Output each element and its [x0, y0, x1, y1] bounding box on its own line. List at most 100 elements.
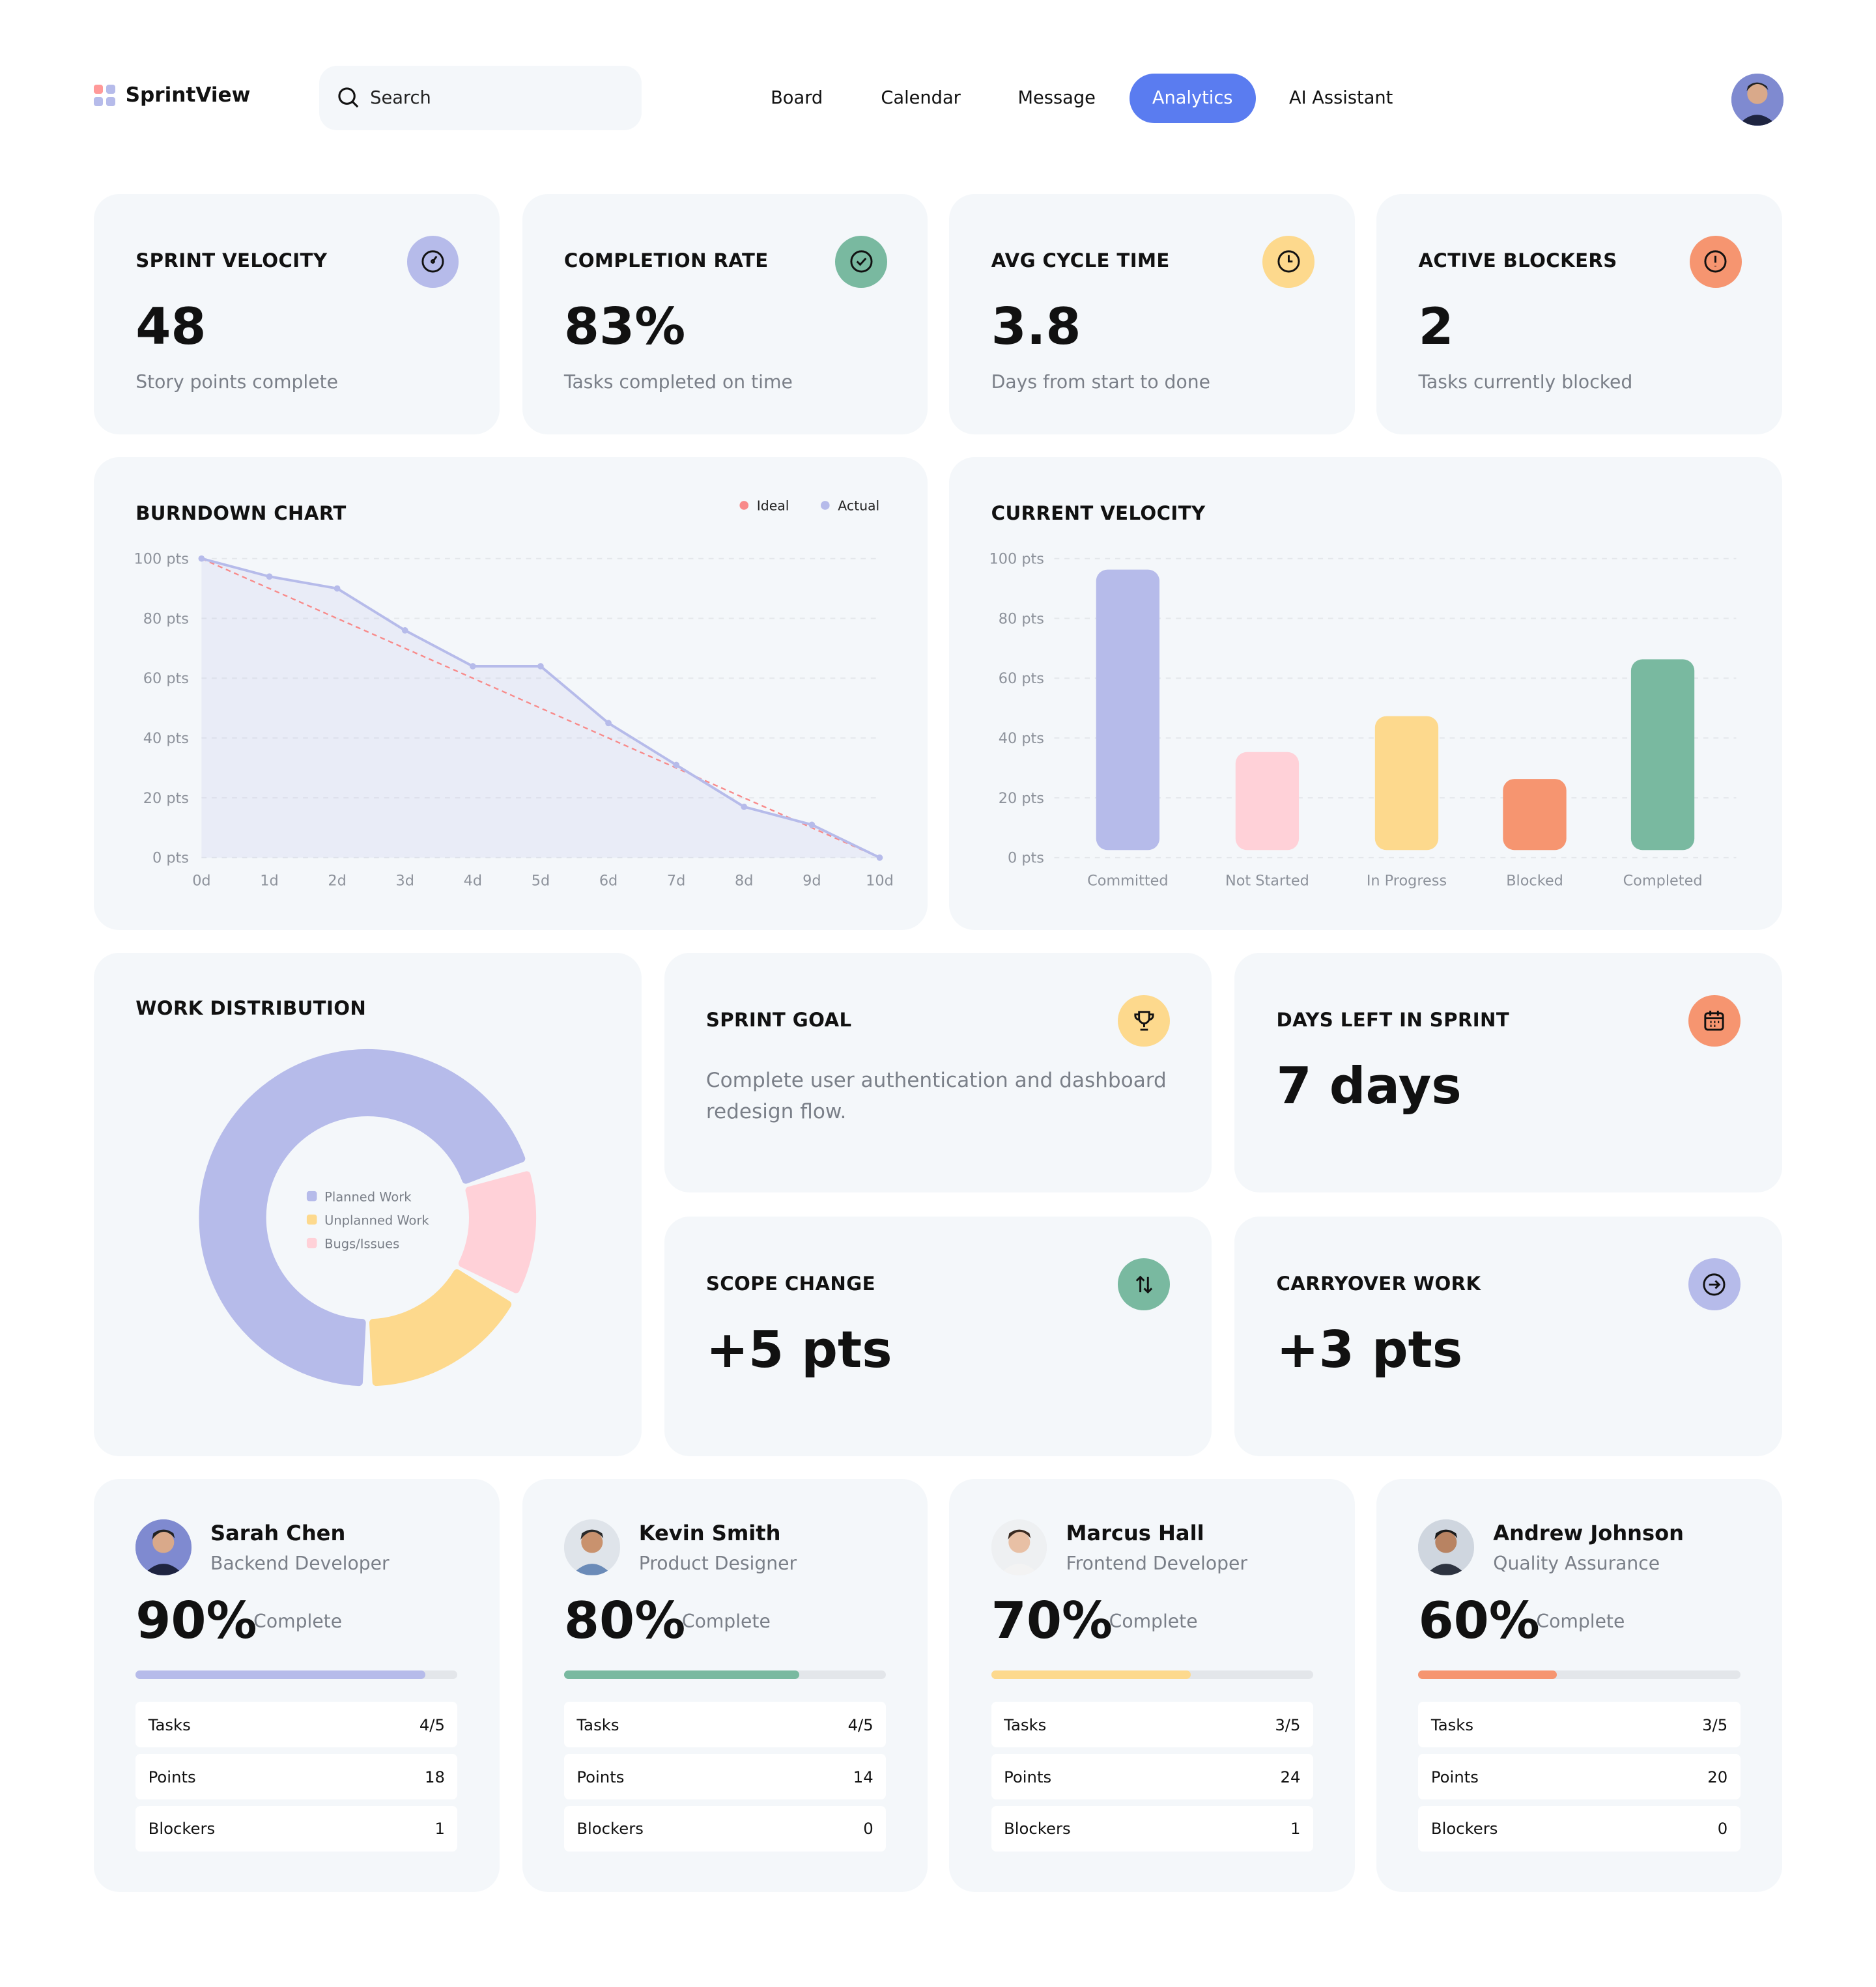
legend-swatch [306, 1215, 317, 1225]
member-stat-label: Tasks [576, 1715, 619, 1734]
bar-not-started [1236, 752, 1300, 851]
actual-point [469, 663, 476, 670]
member-percent: 70% [991, 1592, 1113, 1651]
carryover-title: CARRYOVER WORK [1276, 1272, 1481, 1295]
actual-point [673, 762, 679, 768]
member-progress-bar [1418, 1670, 1741, 1680]
x-tick-label: 8d [735, 873, 753, 890]
x-tick-label: 2d [328, 873, 346, 890]
stat-subtitle: Days from start to done [991, 371, 1210, 393]
search-placeholder: Search [370, 88, 431, 109]
x-tick-label: Not Started [1225, 873, 1309, 890]
stat-card: COMPLETION RATE 83% Tasks completed on t… [522, 193, 928, 435]
member-stat-label: Points [576, 1767, 625, 1786]
y-tick-label: 0 pts [1008, 850, 1044, 867]
member-stat-label: Points [148, 1767, 196, 1786]
days-left-value: 7 days [1276, 1056, 1462, 1116]
work-distribution-donut: Planned Work Unplanned Work Bugs/Issues [199, 1049, 537, 1387]
member-stat-value: 3/5 [1702, 1715, 1728, 1734]
member-stat-row: Blockers 1 [991, 1805, 1313, 1852]
y-tick-label: 60 pts [143, 671, 189, 688]
member-complete-label: Complete [253, 1611, 343, 1633]
member-stat-label: Blockers [576, 1819, 644, 1839]
logo[interactable]: SprintView [93, 83, 250, 107]
burndown-chart-card: BURNDOWN CHART 0 pts 20 pts 40 pts 60 pts 80… [93, 457, 928, 931]
check-circle-icon [835, 235, 888, 288]
member-stat-value: 24 [1280, 1767, 1301, 1786]
member-avatar [563, 1519, 620, 1575]
member-complete-label: Complete [1109, 1611, 1198, 1633]
x-tick-label: 9d [803, 873, 821, 890]
stat-title: ACTIVE BLOCKERS [1418, 249, 1617, 272]
nav-ai-assistant[interactable]: AI Assistant [1288, 87, 1393, 108]
user-avatar[interactable] [1731, 73, 1784, 126]
arrows-up-down-icon [1118, 1258, 1171, 1311]
member-stat-label: Blockers [148, 1819, 216, 1839]
member-stat-value: 4/5 [847, 1715, 874, 1734]
member-stat-value: 14 [853, 1767, 874, 1786]
x-tick-label: 6d [599, 873, 618, 890]
carryover-card: CARRYOVER WORK +3 pts [1234, 1217, 1782, 1456]
y-tick-label: 80 pts [999, 611, 1044, 628]
member-progress-bar [135, 1670, 458, 1680]
calendar-icon [1688, 994, 1741, 1047]
bar-blocked [1503, 779, 1567, 851]
member-complete-label: Complete [681, 1611, 771, 1633]
scope-change-card: SCOPE CHANGE +5 pts [664, 1217, 1212, 1456]
stat-value: 3.8 [991, 298, 1081, 357]
x-tick-label: 5d [532, 873, 550, 890]
donut-slice-unplanned-work [369, 1269, 512, 1387]
member-stat-label: Tasks [1004, 1715, 1047, 1734]
alert-circle-icon [1689, 235, 1742, 288]
member-card: Kevin Smith Product Designer 80% Complet… [522, 1478, 928, 1893]
member-stat-label: Tasks [1430, 1715, 1474, 1734]
member-name: Marcus Hall [1066, 1521, 1204, 1546]
member-stat-row: Tasks 3/5 [991, 1702, 1313, 1748]
search-icon [337, 87, 358, 108]
member-stat-label: Points [1430, 1767, 1479, 1786]
member-stat-row: Blockers 1 [135, 1805, 458, 1852]
member-stat-row: Tasks 4/5 [563, 1702, 887, 1748]
member-progress-fill [135, 1670, 425, 1680]
nav-board[interactable]: Board [771, 87, 823, 108]
member-stat-row: Tasks 4/5 [135, 1702, 458, 1748]
stat-title: SPRINT VELOCITY [135, 249, 328, 272]
stat-subtitle: Tasks completed on time [563, 371, 793, 393]
scope-change-title: SCOPE CHANGE [705, 1272, 875, 1295]
x-tick-label: 4d [464, 873, 482, 890]
member-role: Quality Assurance [1493, 1552, 1660, 1574]
y-tick-label: 80 pts [143, 611, 189, 628]
logo-grid-icon [93, 84, 116, 106]
member-stat-row: Points 14 [563, 1754, 887, 1800]
work-distribution-card: WORK DISTRIBUTION Planned Work Unplanned … [93, 953, 642, 1456]
member-name: Sarah Chen [210, 1521, 346, 1546]
arrow-right-circle-icon [1688, 1258, 1741, 1311]
member-progress-bar [991, 1670, 1313, 1680]
nav-calendar[interactable]: Calendar [881, 87, 961, 108]
stat-title: AVG CYCLE TIME [991, 249, 1170, 272]
actual-point [605, 720, 612, 727]
nav-message[interactable]: Message [1017, 87, 1096, 108]
clock-icon [1262, 235, 1315, 288]
nav-analytics[interactable]: Analytics [1129, 73, 1256, 123]
member-role: Product Designer [638, 1552, 797, 1574]
actual-point [198, 556, 205, 563]
legend-swatch [739, 501, 749, 511]
member-avatar [135, 1519, 192, 1575]
x-tick-label: In Progress [1367, 873, 1447, 890]
x-tick-label: 7d [667, 873, 685, 890]
velocity-chart-card: CURRENT VELOCITY 0 pts 20 pts 40 pts 60 pts… [949, 457, 1782, 931]
member-stat-row: Points 18 [135, 1754, 458, 1800]
y-tick-label: 0 pts [152, 850, 189, 867]
y-tick-label: 100 pts [989, 551, 1044, 568]
actual-point [334, 585, 341, 592]
member-stat-value: 20 [1707, 1767, 1728, 1786]
legend-label: Planned Work [324, 1190, 412, 1205]
search-input[interactable]: Search [319, 66, 642, 131]
y-tick-label: 20 pts [143, 790, 189, 807]
scope-change-value: +5 pts [705, 1320, 892, 1379]
actual-point [537, 663, 544, 670]
stat-value: 83% [563, 298, 686, 357]
member-progress-fill [563, 1670, 799, 1680]
velocity-title: CURRENT VELOCITY [991, 501, 1206, 524]
